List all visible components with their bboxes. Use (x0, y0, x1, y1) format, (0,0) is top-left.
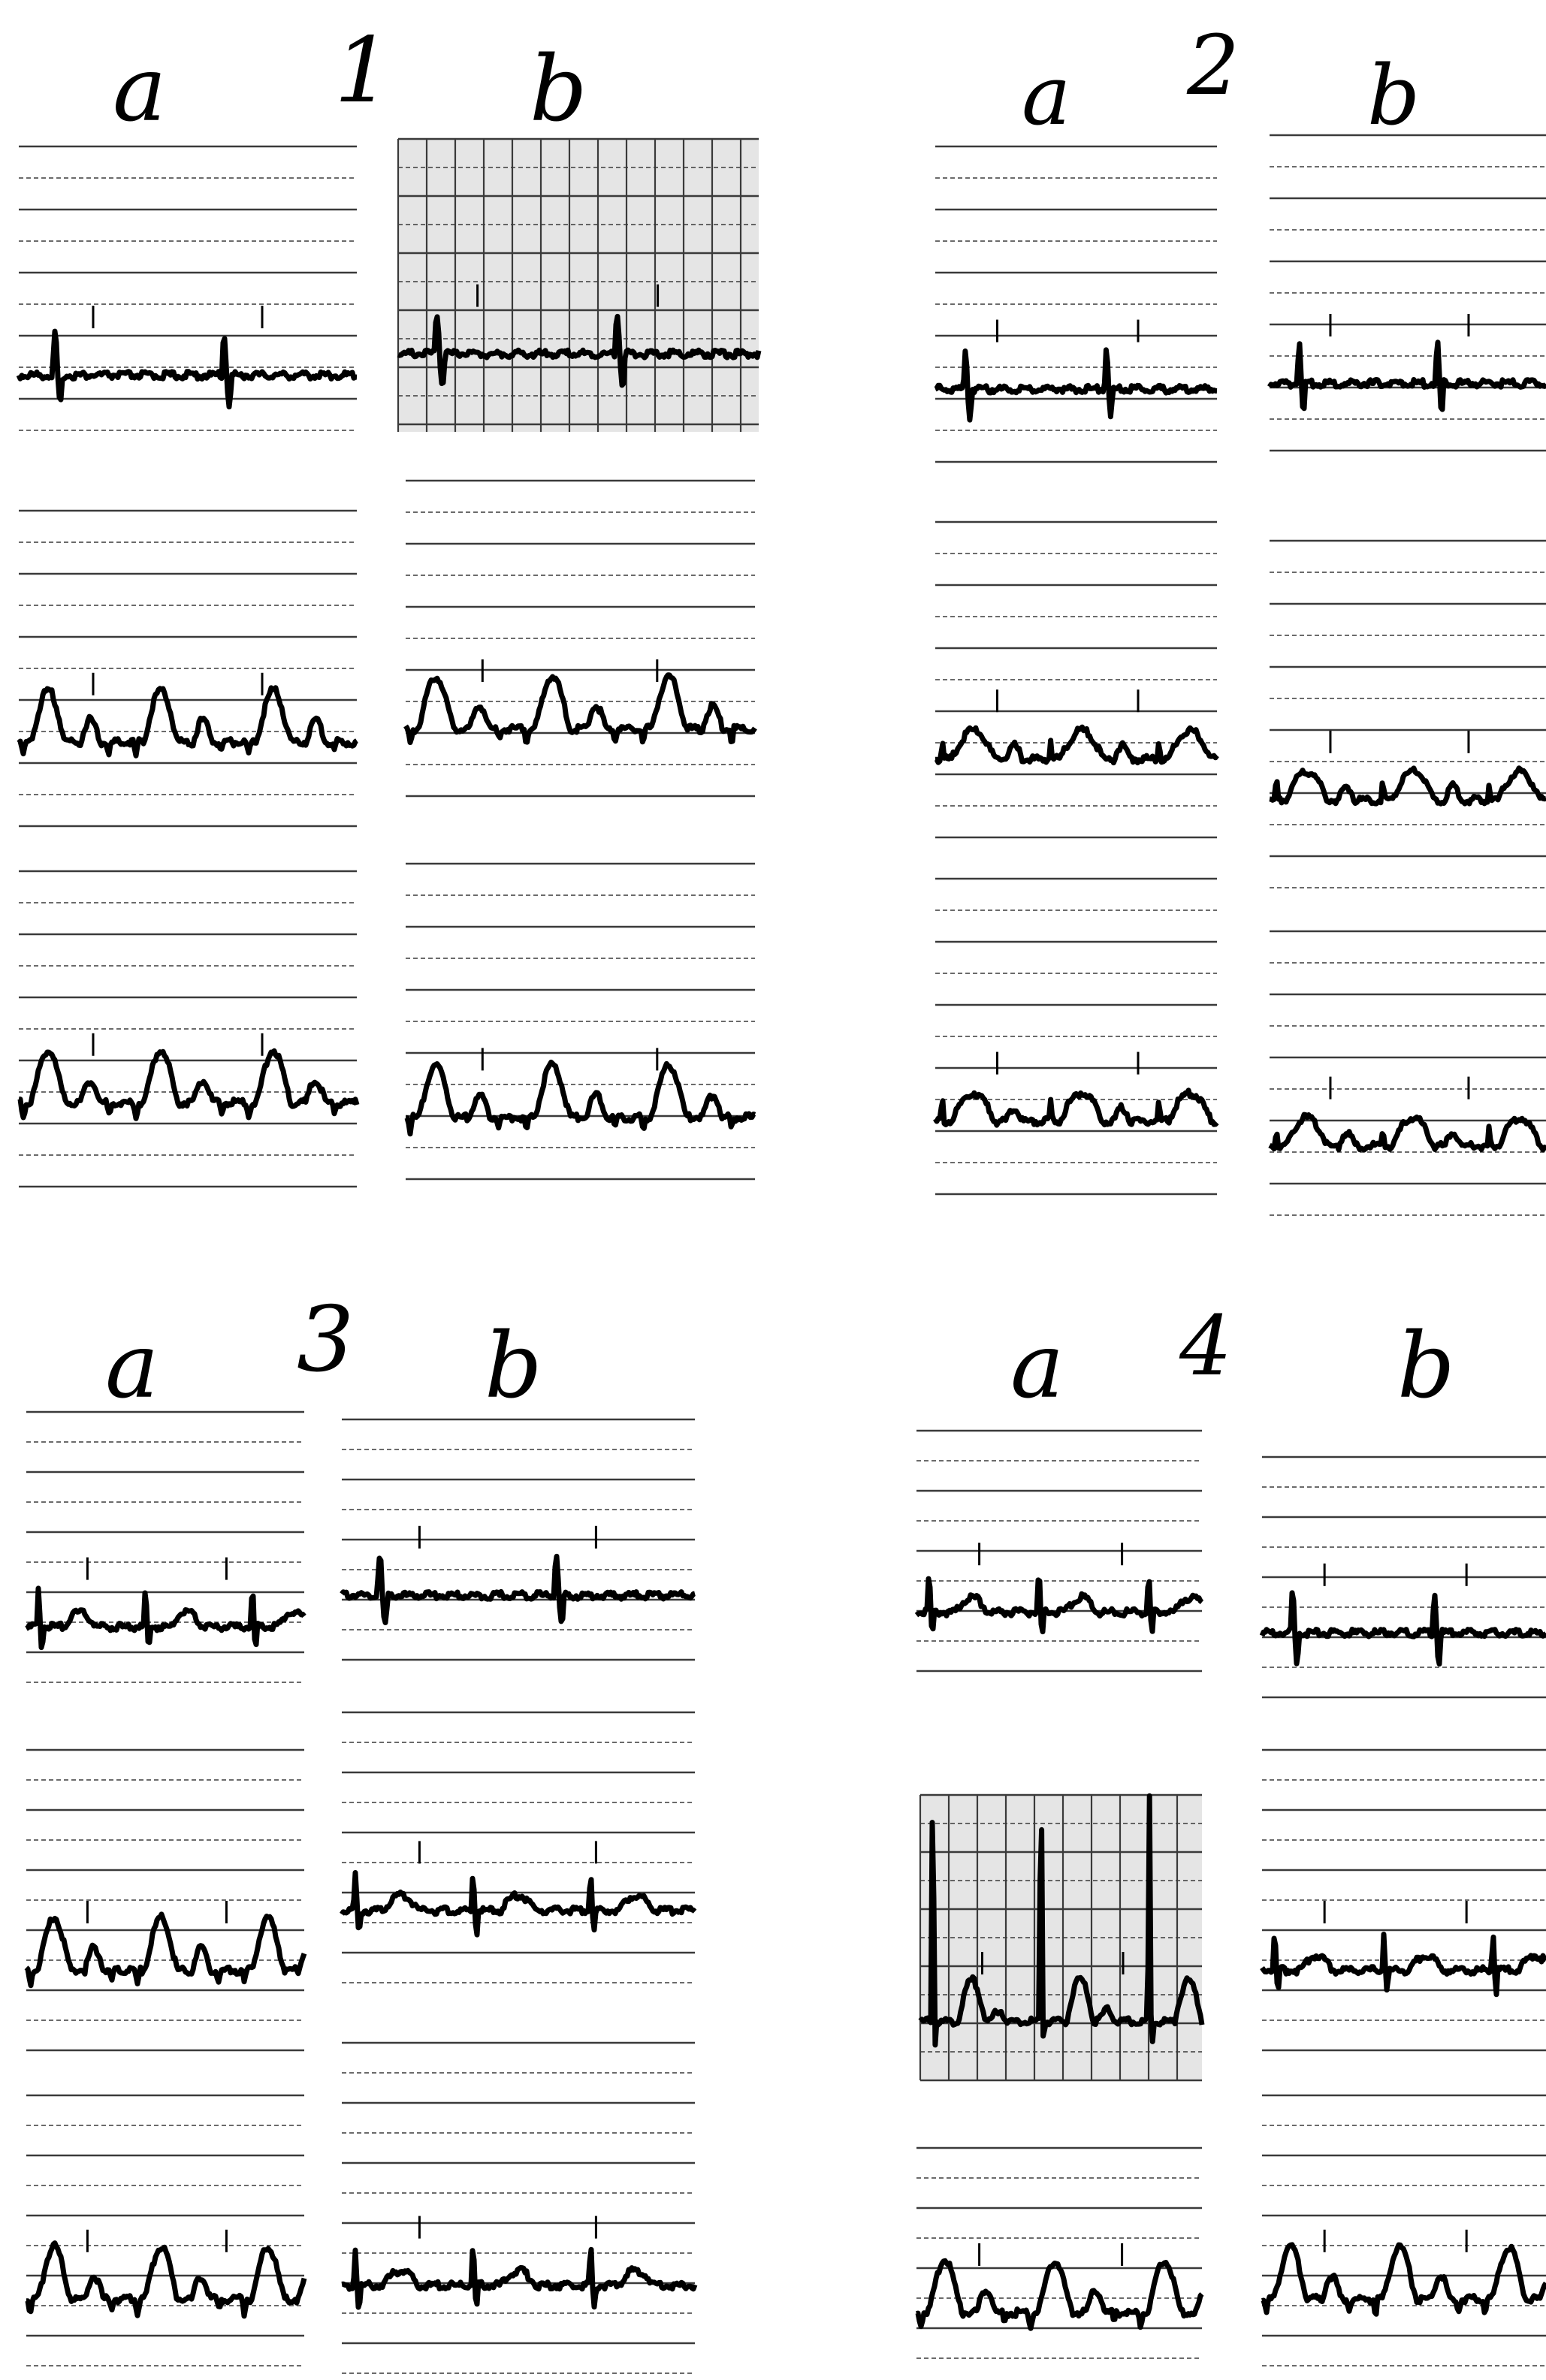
ecg-strip-p2-b-2 (1270, 539, 1546, 888)
ecg-trace-p4-a-3 (915, 2258, 1204, 2331)
ecg-strip-p1-b-1 (397, 137, 759, 432)
ecg-strip-p4-a-2 (919, 1793, 1202, 2082)
ecg-trace-p3-a-1 (25, 1585, 306, 1651)
panel-4-labels: a 4 b (1010, 1298, 1455, 1419)
ecg-trace-p2-a-1 (934, 347, 1218, 423)
ecg-strip-p1-b-3 (406, 862, 755, 1181)
ecg-trace-p2-b-1 (1267, 339, 1546, 412)
ecg-trace-p2-b-2 (1268, 765, 1546, 807)
ecg-strip-p3-a-1 (26, 1410, 304, 1683)
ecg-strip-p3-b-1 (342, 1418, 695, 1661)
ecg-strip-p1-b-2 (406, 479, 755, 798)
ecg-trace-p1-b-3 (404, 1059, 756, 1137)
ecg-strip-p3-b-3 (342, 2041, 695, 2374)
graph-paper-shading (398, 139, 759, 432)
ecg-strip-p2-b-1 (1270, 134, 1546, 452)
ecg-strip-p3-a-3 (26, 2094, 304, 2366)
ecg-strip-p4-b-3 (1262, 2094, 1546, 2366)
panel-2-left-label: a (1022, 47, 1071, 143)
ecg-strip-p2-a-3 (935, 877, 1217, 1196)
panel-3-left-label: a (105, 1314, 159, 1419)
ecg-trace-p3-b-2 (340, 1870, 697, 1938)
ecg-strip-p1-a-3 (19, 870, 357, 1188)
ecg-strip-p3-b-2 (342, 1711, 695, 1983)
panel-2-labels: a 2 b (1022, 17, 1420, 143)
ecg-trace-p2-a-3 (933, 1087, 1219, 1128)
ecg-trace-p1-b-2 (403, 672, 757, 746)
ecg-trace-p3-b-3 (340, 2246, 698, 2310)
ecg-strip-p2-b-3 (1270, 930, 1546, 1216)
ecg-traces (16, 284, 1546, 2331)
ecg-trace-p2-b-3 (1268, 1112, 1546, 1153)
ecg-strip-p4-b-2 (1262, 1748, 1546, 2052)
panel-4-right-label: b (1397, 1314, 1455, 1419)
ecg-trace-p4-b-3 (1261, 2242, 1546, 2317)
panel-4-left-label: a (1010, 1314, 1064, 1419)
ecg-trace-p4-a-2 (918, 1793, 1205, 2048)
ecg-trace-p3-a-2 (24, 1911, 307, 1989)
ecg-strip-p3-a-2 (26, 1748, 304, 2052)
ecg-strip-p4-a-3 (916, 2146, 1202, 2359)
ecg-strips (19, 134, 1546, 2374)
panel-1-left-label: a (113, 38, 167, 142)
ecg-strip-p1-a-2 (19, 509, 357, 828)
ecg-trace-p3-a-3 (25, 2240, 307, 2319)
panel-3-labels: a 3 b (105, 1288, 542, 1419)
panel-4-number: 4 (1179, 1298, 1232, 1394)
panel-1-right-label: b (530, 38, 587, 142)
ecg-trace-p3-b-1 (340, 1553, 696, 1625)
ecg-trace-p4-a-1 (914, 1576, 1204, 1635)
panel-3-right-label: b (485, 1314, 542, 1419)
ecg-trace-p2-a-2 (934, 724, 1219, 766)
ecg-trace-p4-b-1 (1259, 1590, 1546, 1667)
ecg-trace-p1-a-2 (17, 685, 358, 759)
panel-1-number: 1 (334, 19, 391, 123)
ecg-trace-p4-b-2 (1260, 1932, 1546, 1998)
ecg-trace-p1-a-1 (16, 328, 358, 410)
ecg-trace-p1-b-1 (397, 313, 762, 388)
panel-3-number: 3 (297, 1288, 354, 1392)
ecg-strip-p2-a-2 (935, 520, 1217, 839)
ecg-strip-p4-b-1 (1262, 1455, 1546, 1699)
ecg-trace-p1-a-3 (17, 1048, 360, 1121)
graph-paper-shading (920, 1795, 1202, 2080)
panel-2-number: 2 (1186, 17, 1240, 113)
ecg-strip-p2-a-1 (935, 145, 1217, 463)
panel-2-right-label: b (1367, 47, 1420, 143)
ecg-strip-p1-a-1 (19, 145, 357, 431)
panel-1-labels: a 1 b (113, 19, 587, 142)
ecg-strip-p4-a-1 (916, 1429, 1202, 1673)
